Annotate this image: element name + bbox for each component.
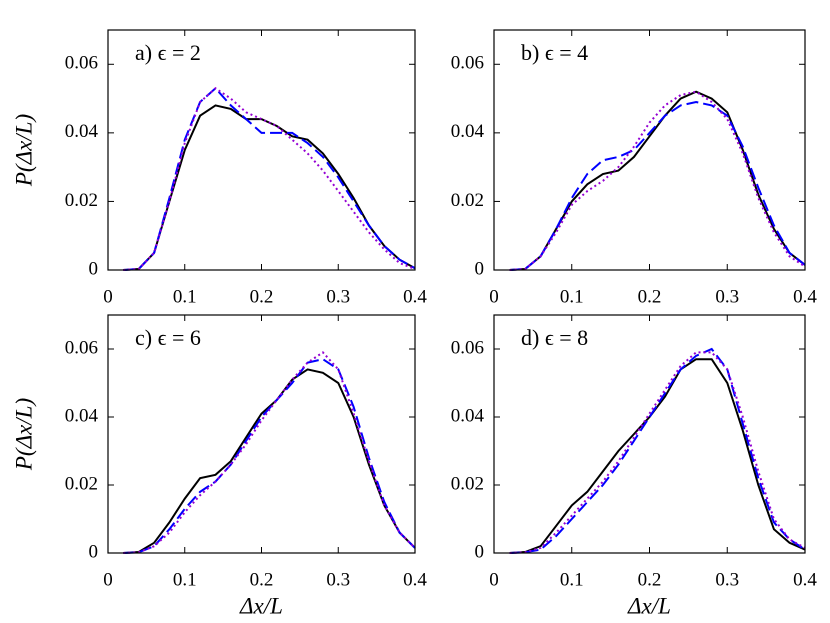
x-tick-label: 0 bbox=[489, 569, 499, 590]
data-line bbox=[123, 358, 416, 554]
data-line bbox=[509, 90, 806, 271]
data-line bbox=[509, 351, 806, 554]
x-axis-title: Δx/L bbox=[239, 593, 283, 618]
y-tick-label: 0.04 bbox=[451, 405, 485, 426]
x-tick-label: 0.3 bbox=[326, 286, 350, 307]
plot-frame bbox=[107, 314, 416, 554]
plot-frame bbox=[493, 29, 806, 271]
y-tick-label: 0 bbox=[475, 541, 485, 562]
data-line bbox=[123, 86, 416, 271]
x-tick-label: 0.1 bbox=[560, 286, 584, 307]
x-tick-label: 0.3 bbox=[326, 569, 350, 590]
x-tick-label: 0.2 bbox=[250, 569, 274, 590]
y-tick-label: 0.04 bbox=[65, 121, 99, 142]
y-tick-label: 0.02 bbox=[65, 473, 98, 494]
plot-frame bbox=[493, 314, 806, 554]
y-tick-label: 0.04 bbox=[65, 405, 99, 426]
data-line bbox=[509, 358, 806, 554]
plot-frame bbox=[107, 29, 416, 271]
y-tick-label: 0.06 bbox=[451, 337, 484, 358]
y-tick-label: 0 bbox=[89, 541, 99, 562]
y-tick-label: 0.04 bbox=[451, 121, 485, 142]
x-tick-label: 0.2 bbox=[638, 286, 662, 307]
annotation: c) ϵ = 6 bbox=[135, 325, 201, 350]
y-tick-label: 0 bbox=[89, 258, 99, 279]
x-tick-label: 0.4 bbox=[793, 569, 817, 590]
x-tick-label: 0 bbox=[489, 286, 499, 307]
y-axis-title: P(Δx/L) bbox=[11, 398, 36, 471]
x-tick-label: 0.3 bbox=[715, 569, 739, 590]
y-axis-title: P(Δx/L) bbox=[11, 114, 36, 187]
y-tick-label: 0.06 bbox=[451, 53, 484, 74]
data-line bbox=[509, 100, 806, 271]
data-line bbox=[123, 87, 416, 271]
x-tick-label: 0.2 bbox=[250, 286, 274, 307]
x-tick-label: 0.1 bbox=[173, 569, 197, 590]
x-tick-label: 0.4 bbox=[403, 569, 427, 590]
y-tick-label: 0.02 bbox=[451, 473, 484, 494]
annotation: d) ϵ = 8 bbox=[521, 325, 588, 350]
data-line bbox=[123, 104, 416, 271]
y-tick-label: 0.06 bbox=[65, 53, 98, 74]
annotation: b) ϵ = 4 bbox=[521, 40, 588, 65]
y-tick-label: 0.06 bbox=[65, 337, 98, 358]
x-tick-label: 0 bbox=[103, 569, 113, 590]
y-tick-label: 0 bbox=[475, 258, 485, 279]
annotation: a) ϵ = 2 bbox=[135, 40, 201, 65]
x-axis-title: Δx/L bbox=[627, 593, 671, 618]
data-line bbox=[123, 351, 416, 554]
x-tick-label: 0 bbox=[103, 286, 113, 307]
x-tick-label: 0.3 bbox=[715, 286, 739, 307]
data-line bbox=[509, 90, 806, 271]
x-tick-label: 0.1 bbox=[173, 286, 197, 307]
y-tick-label: 0.02 bbox=[451, 190, 484, 211]
data-line bbox=[123, 368, 416, 554]
data-line bbox=[509, 347, 806, 554]
x-tick-label: 0.2 bbox=[638, 569, 662, 590]
y-tick-label: 0.02 bbox=[65, 190, 98, 211]
x-tick-label: 0.4 bbox=[403, 286, 427, 307]
x-tick-label: 0.1 bbox=[560, 569, 584, 590]
x-tick-label: 0.4 bbox=[793, 286, 817, 307]
